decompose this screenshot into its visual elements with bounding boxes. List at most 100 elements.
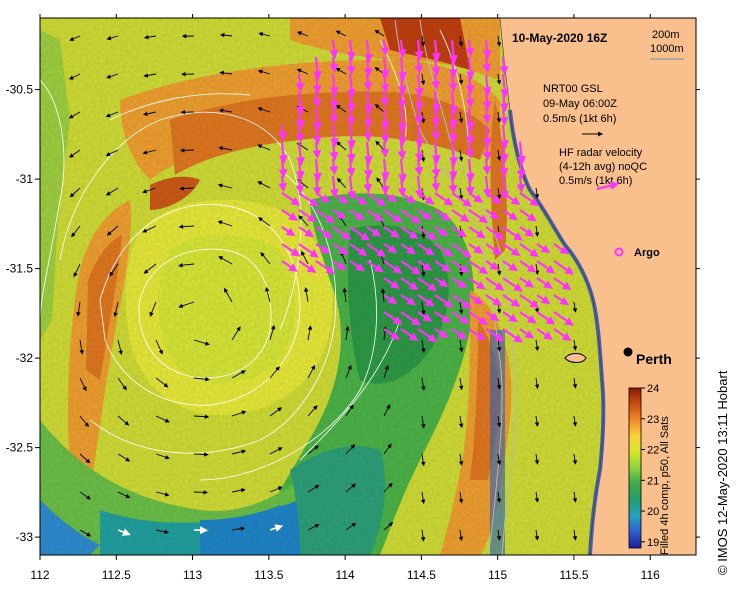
hf-vector [414, 90, 424, 112]
hf-vector [298, 209, 317, 223]
hf-vector [465, 90, 475, 109]
model-vector [345, 483, 357, 493]
hf-vector [398, 107, 407, 133]
hf-vector [519, 311, 537, 324]
colorbar-label: Filled 4h comp, p50, All Sats [659, 416, 671, 555]
hf-vector [517, 141, 526, 166]
lon-tick-label: 113.5 [254, 568, 283, 582]
hf-vector [516, 175, 526, 194]
model-vector [572, 453, 578, 465]
model-vector [458, 491, 464, 504]
model-vector [73, 263, 81, 278]
hf-vector [553, 311, 574, 326]
hf-vector [400, 277, 419, 291]
hf-vector [519, 226, 535, 237]
hf-vector [329, 158, 339, 176]
hf-vector [468, 294, 484, 305]
model-vector [496, 453, 502, 466]
model-vector [79, 491, 91, 500]
hf-vector [468, 311, 489, 326]
model-vector [383, 443, 392, 455]
hf-vector [329, 175, 339, 199]
hf-vector [346, 158, 356, 178]
lon-tick-label: 112.5 [102, 568, 131, 582]
longitude-axis: 112 112.5 113 113.5 114 114.5 115 115.5 116 [30, 14, 660, 582]
hf-vector [431, 141, 441, 165]
hf-vector [363, 107, 373, 129]
model-vector [421, 301, 426, 316]
nrt-model-name: NRT00 GSL [543, 83, 603, 95]
perth-marker [623, 347, 633, 357]
hf-vector [363, 124, 373, 143]
hf-vector [380, 124, 390, 145]
depth-legend-200m: 200m [652, 29, 680, 41]
hf-vector [281, 209, 298, 221]
hf-vector [500, 124, 509, 150]
model-vector [269, 366, 280, 379]
hf-vector [485, 226, 505, 240]
hf-vector [485, 243, 502, 255]
model-vector [117, 491, 131, 498]
hf-vector [397, 73, 407, 96]
hf-vector [499, 141, 509, 164]
hf-vector [380, 90, 390, 108]
hf-vector [398, 158, 407, 184]
model-vector [458, 111, 464, 124]
hf-vector [366, 209, 384, 222]
model-vector [117, 415, 130, 426]
model-vector [218, 256, 233, 265]
hf-vector [400, 243, 416, 255]
model-vector [534, 415, 540, 427]
model-vector [231, 370, 246, 379]
hf-vector [380, 141, 390, 159]
hf-vector [536, 277, 553, 289]
model-vector [458, 415, 464, 429]
depth-legend-1000m: 1000m [650, 43, 684, 55]
hf-vector [383, 209, 403, 223]
hf-vector [415, 124, 424, 149]
model-vector [496, 377, 502, 390]
hf-vector [349, 192, 368, 206]
hf-vector [383, 226, 400, 238]
model-vector [231, 526, 246, 531]
hf-vector [298, 192, 319, 207]
hf-vector [278, 124, 288, 142]
hf-vector [434, 243, 454, 257]
hf-vector [502, 209, 518, 221]
hf-vector [417, 277, 438, 292]
hf-vector [502, 294, 521, 308]
model-vector [219, 32, 233, 38]
hf-vector [281, 243, 301, 257]
hf-vector [398, 56, 407, 82]
hf-vector [346, 56, 356, 76]
lat-tick-label: -31 [16, 172, 34, 186]
hf-vector [414, 158, 424, 177]
hf-vector [312, 141, 322, 160]
colorbar-ticks: 24 23 22 21 20 19 [641, 383, 659, 549]
lon-tick-label: 115 [488, 568, 507, 582]
colorbar-tick-label: 22 [647, 445, 659, 457]
colorbar-tick-label: 20 [647, 506, 659, 518]
hf-vector [502, 328, 523, 343]
hf-vector [332, 209, 347, 220]
hf-vector [502, 192, 521, 206]
hf-vector [400, 226, 419, 240]
hf-vector [465, 175, 475, 197]
hf-vector [519, 260, 537, 273]
hf-vector [397, 39, 407, 59]
hf-vector [468, 328, 486, 341]
hf-vector [536, 311, 556, 325]
hf-vector [315, 192, 331, 203]
hf-vector [449, 39, 458, 65]
hf-vector [312, 175, 322, 197]
hf-vector [434, 226, 449, 237]
hf-vector [366, 192, 387, 207]
model-vector [231, 488, 246, 493]
model-vector [496, 111, 502, 123]
model-vector [307, 405, 318, 417]
model-vector [572, 415, 578, 427]
hf-vector [383, 328, 400, 340]
model-vector [117, 339, 123, 356]
model-vector [117, 453, 131, 462]
